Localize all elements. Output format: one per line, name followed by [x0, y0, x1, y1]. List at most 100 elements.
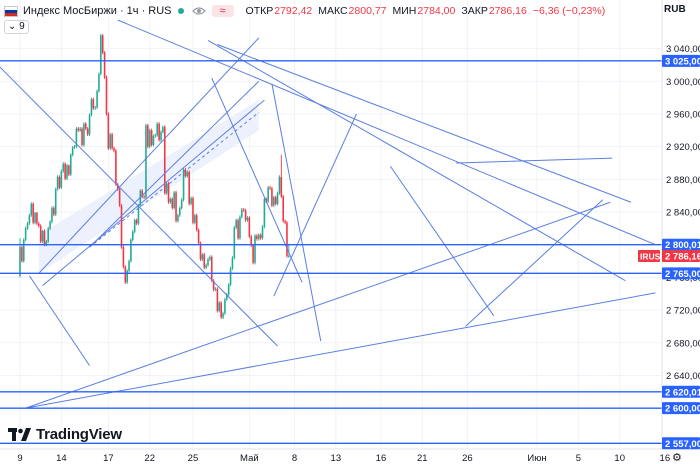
candle-body[interactable]	[124, 266, 127, 283]
candle-body[interactable]	[107, 113, 110, 149]
candle-body[interactable]	[22, 239, 25, 262]
trend-line[interactable]	[25, 201, 611, 409]
candle-body[interactable]	[186, 171, 189, 177]
candle-body[interactable]	[30, 203, 33, 216]
candle-body[interactable]	[116, 184, 119, 190]
candle-body[interactable]	[150, 130, 153, 146]
candle-body[interactable]	[271, 188, 273, 206]
candle-body[interactable]	[216, 288, 219, 311]
candle-body[interactable]	[141, 190, 143, 197]
candle-body[interactable]	[180, 199, 183, 208]
candle-body[interactable]	[28, 215, 31, 224]
candle-body[interactable]	[43, 230, 46, 245]
candle-body[interactable]	[111, 134, 113, 149]
candle-body[interactable]	[244, 210, 247, 221]
currency-label[interactable]: RUB	[664, 4, 686, 15]
symbol-tag[interactable]	[638, 250, 660, 263]
candle-body[interactable]	[53, 207, 55, 215]
candle-body[interactable]	[45, 241, 48, 245]
candle-body[interactable]	[47, 228, 49, 242]
candle-body[interactable]	[49, 221, 51, 229]
candle-body[interactable]	[100, 35, 102, 74]
candle-body[interactable]	[133, 220, 136, 232]
candle-body[interactable]	[94, 107, 96, 109]
candle-body[interactable]	[81, 128, 83, 146]
candle-body[interactable]	[19, 247, 21, 276]
candle-body[interactable]	[237, 220, 239, 239]
candle-body[interactable]	[32, 203, 34, 223]
candle-body[interactable]	[288, 256, 290, 257]
level-price-tag[interactable]	[662, 402, 700, 415]
tradingview-logo[interactable]: TradingView	[8, 426, 122, 443]
candle-body[interactable]	[163, 127, 166, 194]
level-price-tag[interactable]	[662, 267, 700, 280]
candle-body[interactable]	[73, 146, 76, 148]
candle-body[interactable]	[177, 215, 179, 222]
candle-body[interactable]	[66, 165, 68, 179]
candle-body[interactable]	[171, 198, 174, 208]
candle-body[interactable]	[265, 198, 268, 202]
candle-body[interactable]	[143, 196, 145, 198]
candle-body[interactable]	[169, 198, 172, 203]
trend-line[interactable]	[211, 77, 303, 283]
candle-body[interactable]	[282, 196, 284, 222]
candle-body[interactable]	[128, 261, 130, 271]
candle-body[interactable]	[160, 131, 162, 141]
candle-body[interactable]	[241, 209, 243, 217]
candle-body[interactable]	[224, 299, 226, 314]
candle-body[interactable]	[41, 230, 44, 242]
candle-body[interactable]	[109, 134, 112, 149]
candle-body[interactable]	[252, 245, 254, 263]
candle-body[interactable]	[64, 163, 66, 179]
parallel-channel-band[interactable]	[38, 100, 259, 274]
candle-body[interactable]	[135, 220, 138, 224]
candle-body[interactable]	[220, 302, 222, 318]
candle-body[interactable]	[58, 176, 61, 188]
candle-body[interactable]	[98, 73, 100, 92]
candle-body[interactable]	[154, 135, 157, 137]
candle-body[interactable]	[259, 234, 262, 239]
candle-body[interactable]	[105, 77, 108, 114]
candle-body[interactable]	[175, 192, 177, 222]
candle-body[interactable]	[92, 99, 95, 109]
candle-body[interactable]	[69, 154, 72, 175]
candle-body[interactable]	[51, 207, 53, 222]
candle-body[interactable]	[242, 209, 245, 211]
level-price-tag[interactable]	[662, 437, 700, 450]
candle-body[interactable]	[229, 268, 232, 285]
trend-line[interactable]	[465, 199, 604, 327]
level-price-tag[interactable]	[662, 238, 700, 251]
candle-body[interactable]	[34, 212, 36, 223]
candle-body[interactable]	[250, 236, 253, 246]
candle-body[interactable]	[77, 128, 80, 131]
candle-body[interactable]	[26, 223, 29, 229]
candle-body[interactable]	[222, 313, 224, 318]
candle-body[interactable]	[190, 198, 192, 204]
candle-body[interactable]	[227, 284, 230, 295]
candle-body[interactable]	[39, 225, 42, 242]
compare-wave-icon[interactable]: ≈	[211, 5, 234, 17]
candle-body[interactable]	[273, 197, 275, 206]
candle-body[interactable]	[173, 192, 175, 208]
candle-body[interactable]	[54, 189, 57, 215]
candle-body[interactable]	[207, 259, 209, 266]
candle-body[interactable]	[188, 171, 190, 204]
candle-body[interactable]	[139, 190, 142, 206]
candle-body[interactable]	[21, 247, 23, 262]
trend-line[interactable]	[0, 61, 278, 347]
candle-body[interactable]	[122, 247, 125, 267]
candle-body[interactable]	[56, 176, 59, 190]
candle-body[interactable]	[162, 127, 164, 132]
level-price-tag[interactable]	[662, 54, 700, 67]
candle-body[interactable]	[214, 288, 217, 290]
candle-body[interactable]	[85, 123, 87, 129]
candle-body[interactable]	[182, 169, 185, 200]
candle-body[interactable]	[284, 221, 286, 223]
eye-icon[interactable]	[191, 6, 206, 16]
candle-body[interactable]	[199, 243, 202, 260]
candle-body[interactable]	[165, 183, 168, 194]
candle-body[interactable]	[115, 150, 117, 185]
trend-line[interactable]	[25, 292, 656, 409]
candle-body[interactable]	[118, 189, 121, 206]
